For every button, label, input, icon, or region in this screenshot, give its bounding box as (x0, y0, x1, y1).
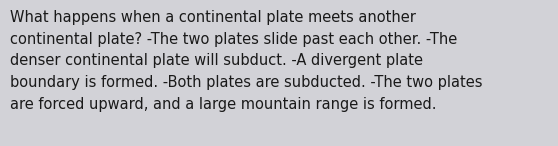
Text: What happens when a continental plate meets another
continental plate? -The two : What happens when a continental plate me… (10, 10, 483, 112)
